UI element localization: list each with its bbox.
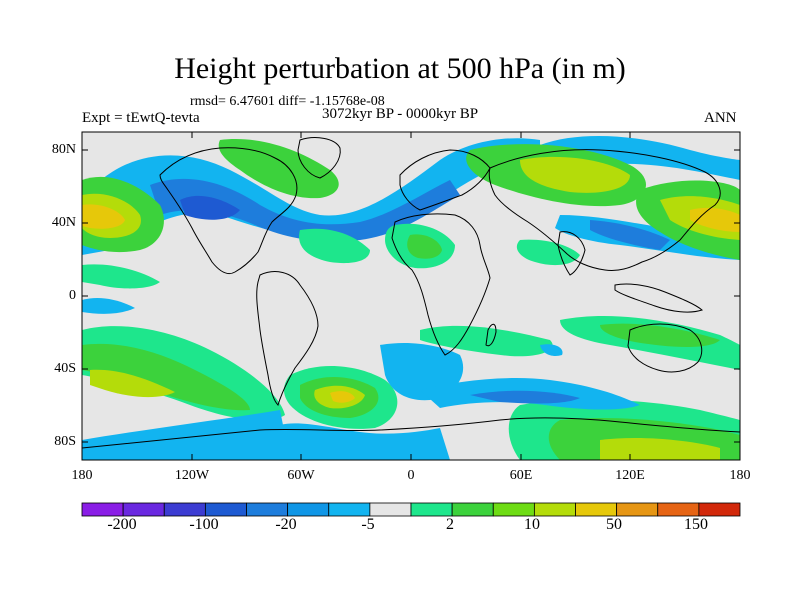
colorbar-swatch <box>533 502 576 517</box>
lon-label-120e: 120E <box>615 468 645 483</box>
lon-label-120w: 120W <box>174 468 210 483</box>
lat-label-80s: 80S <box>54 434 76 449</box>
asia-outline <box>488 149 721 271</box>
indonesia-outline <box>614 283 703 313</box>
colorbar-swatch <box>81 502 124 517</box>
colorbar-swatch <box>369 502 412 517</box>
colorbar-swatch <box>410 502 453 517</box>
colorbar-swatch <box>204 502 247 517</box>
colorbar-swatch <box>492 502 535 517</box>
colorbar-label: -5 <box>361 516 375 533</box>
lat-label-0: 0 <box>69 288 76 303</box>
period-label: 3072kyr BP - 0000kyr BP <box>322 106 479 122</box>
south-america-outline <box>256 271 319 406</box>
colorbar-swatch <box>698 502 741 517</box>
positive-anomaly-south <box>82 315 740 460</box>
lon-label-60e: 60E <box>509 468 533 483</box>
positive-anomaly-north <box>82 139 740 289</box>
australia-outline <box>627 323 703 373</box>
colorbar-label: 10 <box>524 516 540 533</box>
colorbar-label: -200 <box>107 516 137 533</box>
colorbar-label: -20 <box>275 516 297 533</box>
europe-outline <box>399 149 491 211</box>
negative-anomaly-north <box>82 135 740 260</box>
contour-field <box>82 132 740 460</box>
lat-label-40n: 40N <box>51 215 76 230</box>
colorbar-swatch <box>122 502 165 517</box>
plot-title: Height perturbation at 500 hPa (in m) <box>174 52 626 85</box>
colorbar-swatch <box>616 502 659 517</box>
north-america-outline <box>159 147 298 275</box>
lon-label-0: 0 <box>407 468 415 483</box>
colorbar-swatch <box>575 502 618 517</box>
india-outline <box>557 231 586 276</box>
experiment-label: Expt = tEwtQ-tevta <box>82 110 200 126</box>
lat-label-80n: 80N <box>51 142 76 157</box>
lon-label-180e: 180 <box>729 468 751 483</box>
madagascar-outline <box>485 323 497 347</box>
colorbar-label: 150 <box>684 516 708 533</box>
colorbar-swatch <box>163 502 206 517</box>
stats-label: rmsd= 6.47601 diff= -1.15768e-08 <box>190 94 385 109</box>
africa-outline <box>391 213 491 356</box>
greenland-outline <box>297 137 341 179</box>
colorbar-swatch <box>246 502 289 517</box>
coastlines <box>82 137 740 449</box>
colorbar-swatch <box>287 502 330 517</box>
antarctica-outline <box>82 417 740 449</box>
axis-ticks <box>81 132 741 460</box>
colorbar-label: 50 <box>606 516 622 533</box>
colorbar-label: -100 <box>189 516 219 533</box>
lon-label-60w: 60W <box>287 468 315 483</box>
colorbar-swatch <box>451 502 494 517</box>
colorbar-swatch <box>328 502 371 517</box>
lat-label-40s: 40S <box>54 361 76 376</box>
negative-anomaly-south <box>82 297 640 460</box>
season-label: ANN <box>704 110 737 126</box>
colorbar <box>81 502 741 517</box>
lon-label-180w: 180 <box>71 468 93 483</box>
colorbar-label: 2 <box>446 516 454 533</box>
colorbar-swatch <box>657 502 700 517</box>
